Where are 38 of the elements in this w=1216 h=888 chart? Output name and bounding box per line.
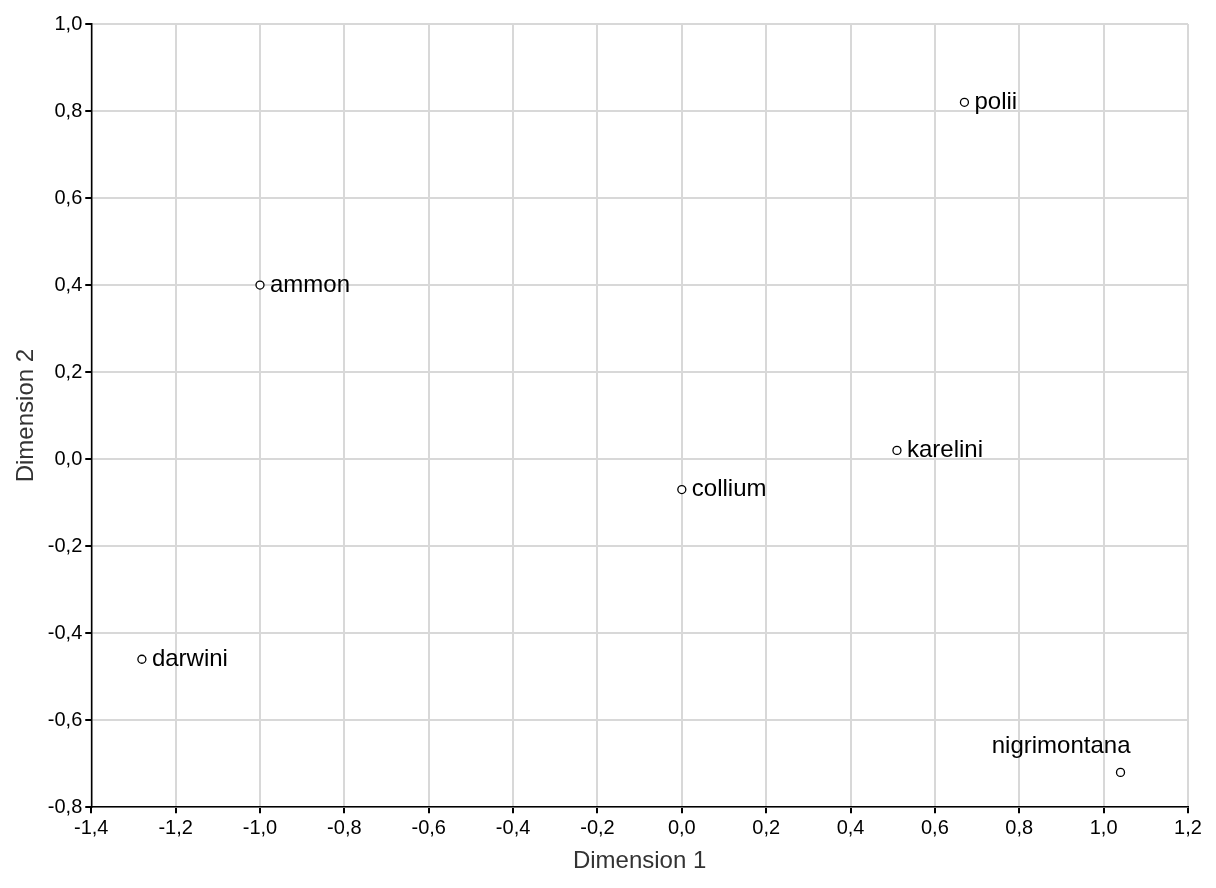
y-tick-label: 0,4 xyxy=(54,272,83,295)
point xyxy=(255,280,265,290)
point xyxy=(959,97,970,107)
x-tick-label: -1,2 xyxy=(158,815,193,838)
y-tick-label: -0,8 xyxy=(47,794,83,817)
x-tick-label: -0,2 xyxy=(580,815,615,838)
x-tick-label: -0,4 xyxy=(495,815,531,838)
point xyxy=(892,445,902,456)
y-tick-label: -0,6 xyxy=(47,707,83,730)
point xyxy=(137,654,147,664)
annotation: karelini xyxy=(906,435,983,463)
x-tick-label: 0,8 xyxy=(1005,815,1034,838)
annotation: ammon xyxy=(269,269,351,297)
x-tick-label: 0,6 xyxy=(921,815,949,838)
x-axis-title: Dimension 1 xyxy=(572,846,707,874)
x-tick-label: 1,2 xyxy=(1174,815,1202,838)
x-tick-label: -0,8 xyxy=(327,815,362,838)
x-tick-label: 1,0 xyxy=(1089,815,1118,838)
point xyxy=(1115,767,1126,778)
y-tick-label: 0,8 xyxy=(54,98,83,121)
y-tick-label: -0,4 xyxy=(47,620,83,643)
y-tick-label: 0,0 xyxy=(54,446,83,469)
x-tick-label: -1,4 xyxy=(74,815,109,838)
x-tick-label: 0,2 xyxy=(752,815,781,838)
x-tick-label: 0,0 xyxy=(667,815,696,838)
x-tick-label: -0,6 xyxy=(411,815,446,838)
x-tick-label: 0,4 xyxy=(836,815,865,838)
annotation: polii xyxy=(974,86,1018,114)
annotation: darwini xyxy=(151,643,228,671)
y-tick-label: 1,0 xyxy=(54,11,83,34)
y-tick-label: -0,2 xyxy=(47,533,83,556)
annotation: collium xyxy=(691,474,767,502)
annotation: nigrimontana xyxy=(991,731,1132,759)
y-tick-label: 0,2 xyxy=(54,359,83,382)
y-axis-title: Dimension 2 xyxy=(11,348,39,483)
y-tick-label: 0,6 xyxy=(54,185,83,208)
point xyxy=(677,484,687,495)
x-tick-label: -1,0 xyxy=(242,815,278,838)
